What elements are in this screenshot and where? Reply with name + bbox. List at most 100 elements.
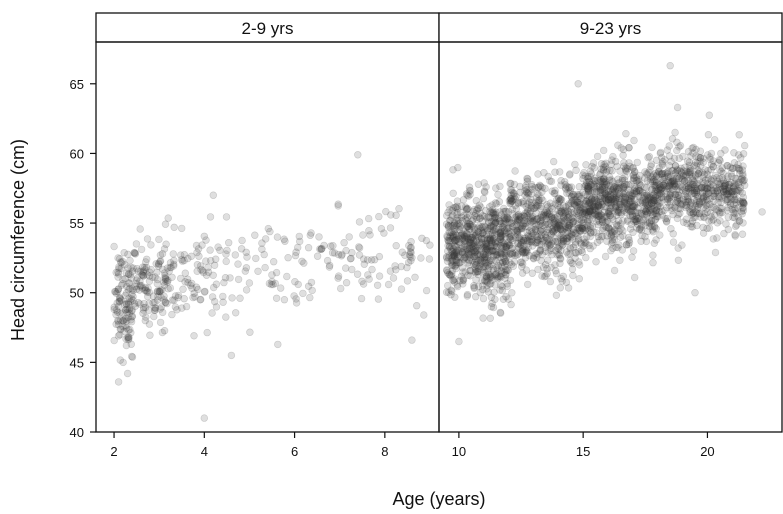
data-point [197, 265, 205, 274]
data-point [465, 256, 473, 264]
data-point [486, 207, 494, 216]
data-point [573, 203, 581, 211]
data-point [478, 235, 486, 243]
data-point [453, 216, 461, 225]
data-point [545, 212, 553, 221]
data-point [483, 278, 492, 286]
data-point [528, 242, 537, 250]
data-point [277, 284, 285, 292]
data-point [308, 286, 316, 295]
data-point [525, 188, 533, 197]
data-point [197, 295, 205, 304]
data-point [486, 272, 495, 280]
data-point [565, 200, 573, 208]
data-point [486, 247, 494, 255]
data-point [470, 260, 478, 269]
data-point [448, 243, 456, 251]
data-point [519, 249, 528, 258]
data-point [119, 316, 127, 324]
data-point [473, 206, 481, 215]
data-point [553, 237, 561, 245]
data-point [502, 267, 510, 275]
data-point [616, 256, 624, 264]
data-point [527, 195, 535, 204]
data-point [503, 225, 511, 233]
data-point [313, 252, 322, 260]
data-point [242, 248, 250, 257]
data-point [478, 229, 487, 237]
data-point [500, 214, 509, 222]
x-tick-label: 2 [110, 444, 117, 459]
data-point [418, 234, 426, 243]
data-point [645, 219, 654, 227]
data-point [459, 277, 467, 285]
data-point [561, 207, 570, 216]
data-point [569, 225, 578, 234]
data-point [471, 255, 480, 263]
data-point [328, 249, 337, 257]
data-point [518, 248, 526, 256]
data-point [598, 218, 606, 226]
data-point [602, 190, 610, 198]
data-point [545, 207, 554, 215]
data-point [716, 192, 724, 201]
data-point [479, 263, 487, 271]
data-point [133, 265, 141, 273]
data-point [577, 239, 585, 247]
data-point [448, 267, 456, 275]
data-point [537, 234, 545, 242]
data-point [197, 262, 205, 270]
data-point [574, 220, 582, 229]
data-point [445, 251, 453, 260]
data-point [574, 224, 582, 233]
data-point [450, 249, 459, 257]
data-point [422, 286, 431, 295]
data-point [519, 221, 527, 230]
data-point [489, 235, 498, 243]
data-point [532, 201, 540, 210]
data-point [143, 255, 151, 263]
data-point [143, 287, 151, 295]
data-point [575, 201, 583, 209]
data-point [549, 237, 557, 245]
data-point [166, 263, 174, 272]
data-point [616, 167, 624, 175]
data-point [544, 226, 552, 234]
data-point [472, 261, 480, 269]
data-point [599, 166, 608, 174]
data-point [129, 296, 137, 304]
data-point [675, 174, 684, 182]
data-point [542, 234, 550, 242]
data-point [149, 292, 158, 300]
data-point [573, 198, 582, 206]
data-point [110, 242, 118, 251]
data-point [536, 220, 545, 228]
data-point [127, 274, 135, 282]
data-point [566, 187, 575, 195]
data-point [589, 202, 597, 210]
data-point [280, 235, 288, 243]
data-point [580, 207, 589, 215]
data-point [489, 206, 497, 214]
data-point [140, 304, 148, 312]
data-point [558, 277, 566, 285]
data-point [573, 214, 581, 222]
data-point [557, 225, 565, 233]
data-point [520, 234, 528, 243]
data-point [470, 225, 478, 233]
data-point [505, 208, 513, 216]
data-point [498, 219, 506, 227]
data-point [544, 248, 552, 256]
data-point [581, 226, 589, 234]
data-point [543, 269, 551, 278]
data-point [292, 295, 300, 303]
data-point [651, 178, 659, 186]
data-point [196, 296, 204, 304]
data-point [679, 152, 687, 161]
data-point [731, 231, 739, 239]
data-point [446, 228, 454, 237]
data-point [598, 182, 607, 191]
data-point [501, 274, 509, 282]
data-point [456, 223, 464, 232]
data-point [730, 149, 738, 157]
